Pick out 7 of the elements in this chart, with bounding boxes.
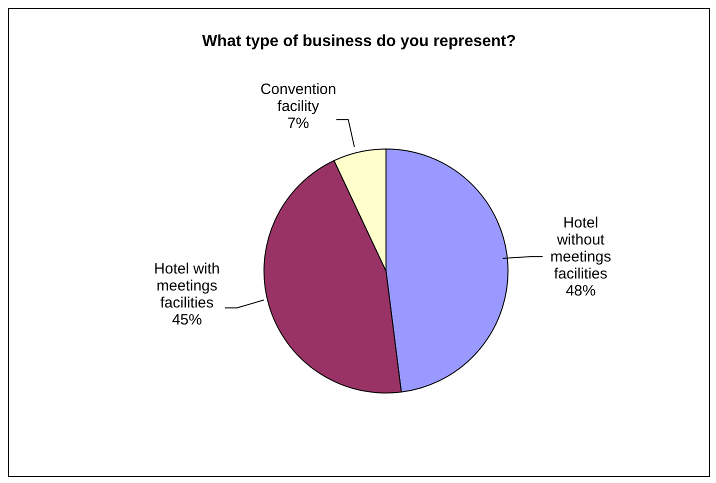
data-label: 45% [172,312,202,329]
data-label: 7% [287,115,310,132]
slice-label: Convention facility [260,81,336,116]
slice-label: Hotel without meetings facilities [550,214,612,283]
slice-label: Hotel with meetings facilities [154,260,220,312]
data-label: 48% [566,282,596,300]
chart-title: What type of business do you represent? [201,33,517,51]
